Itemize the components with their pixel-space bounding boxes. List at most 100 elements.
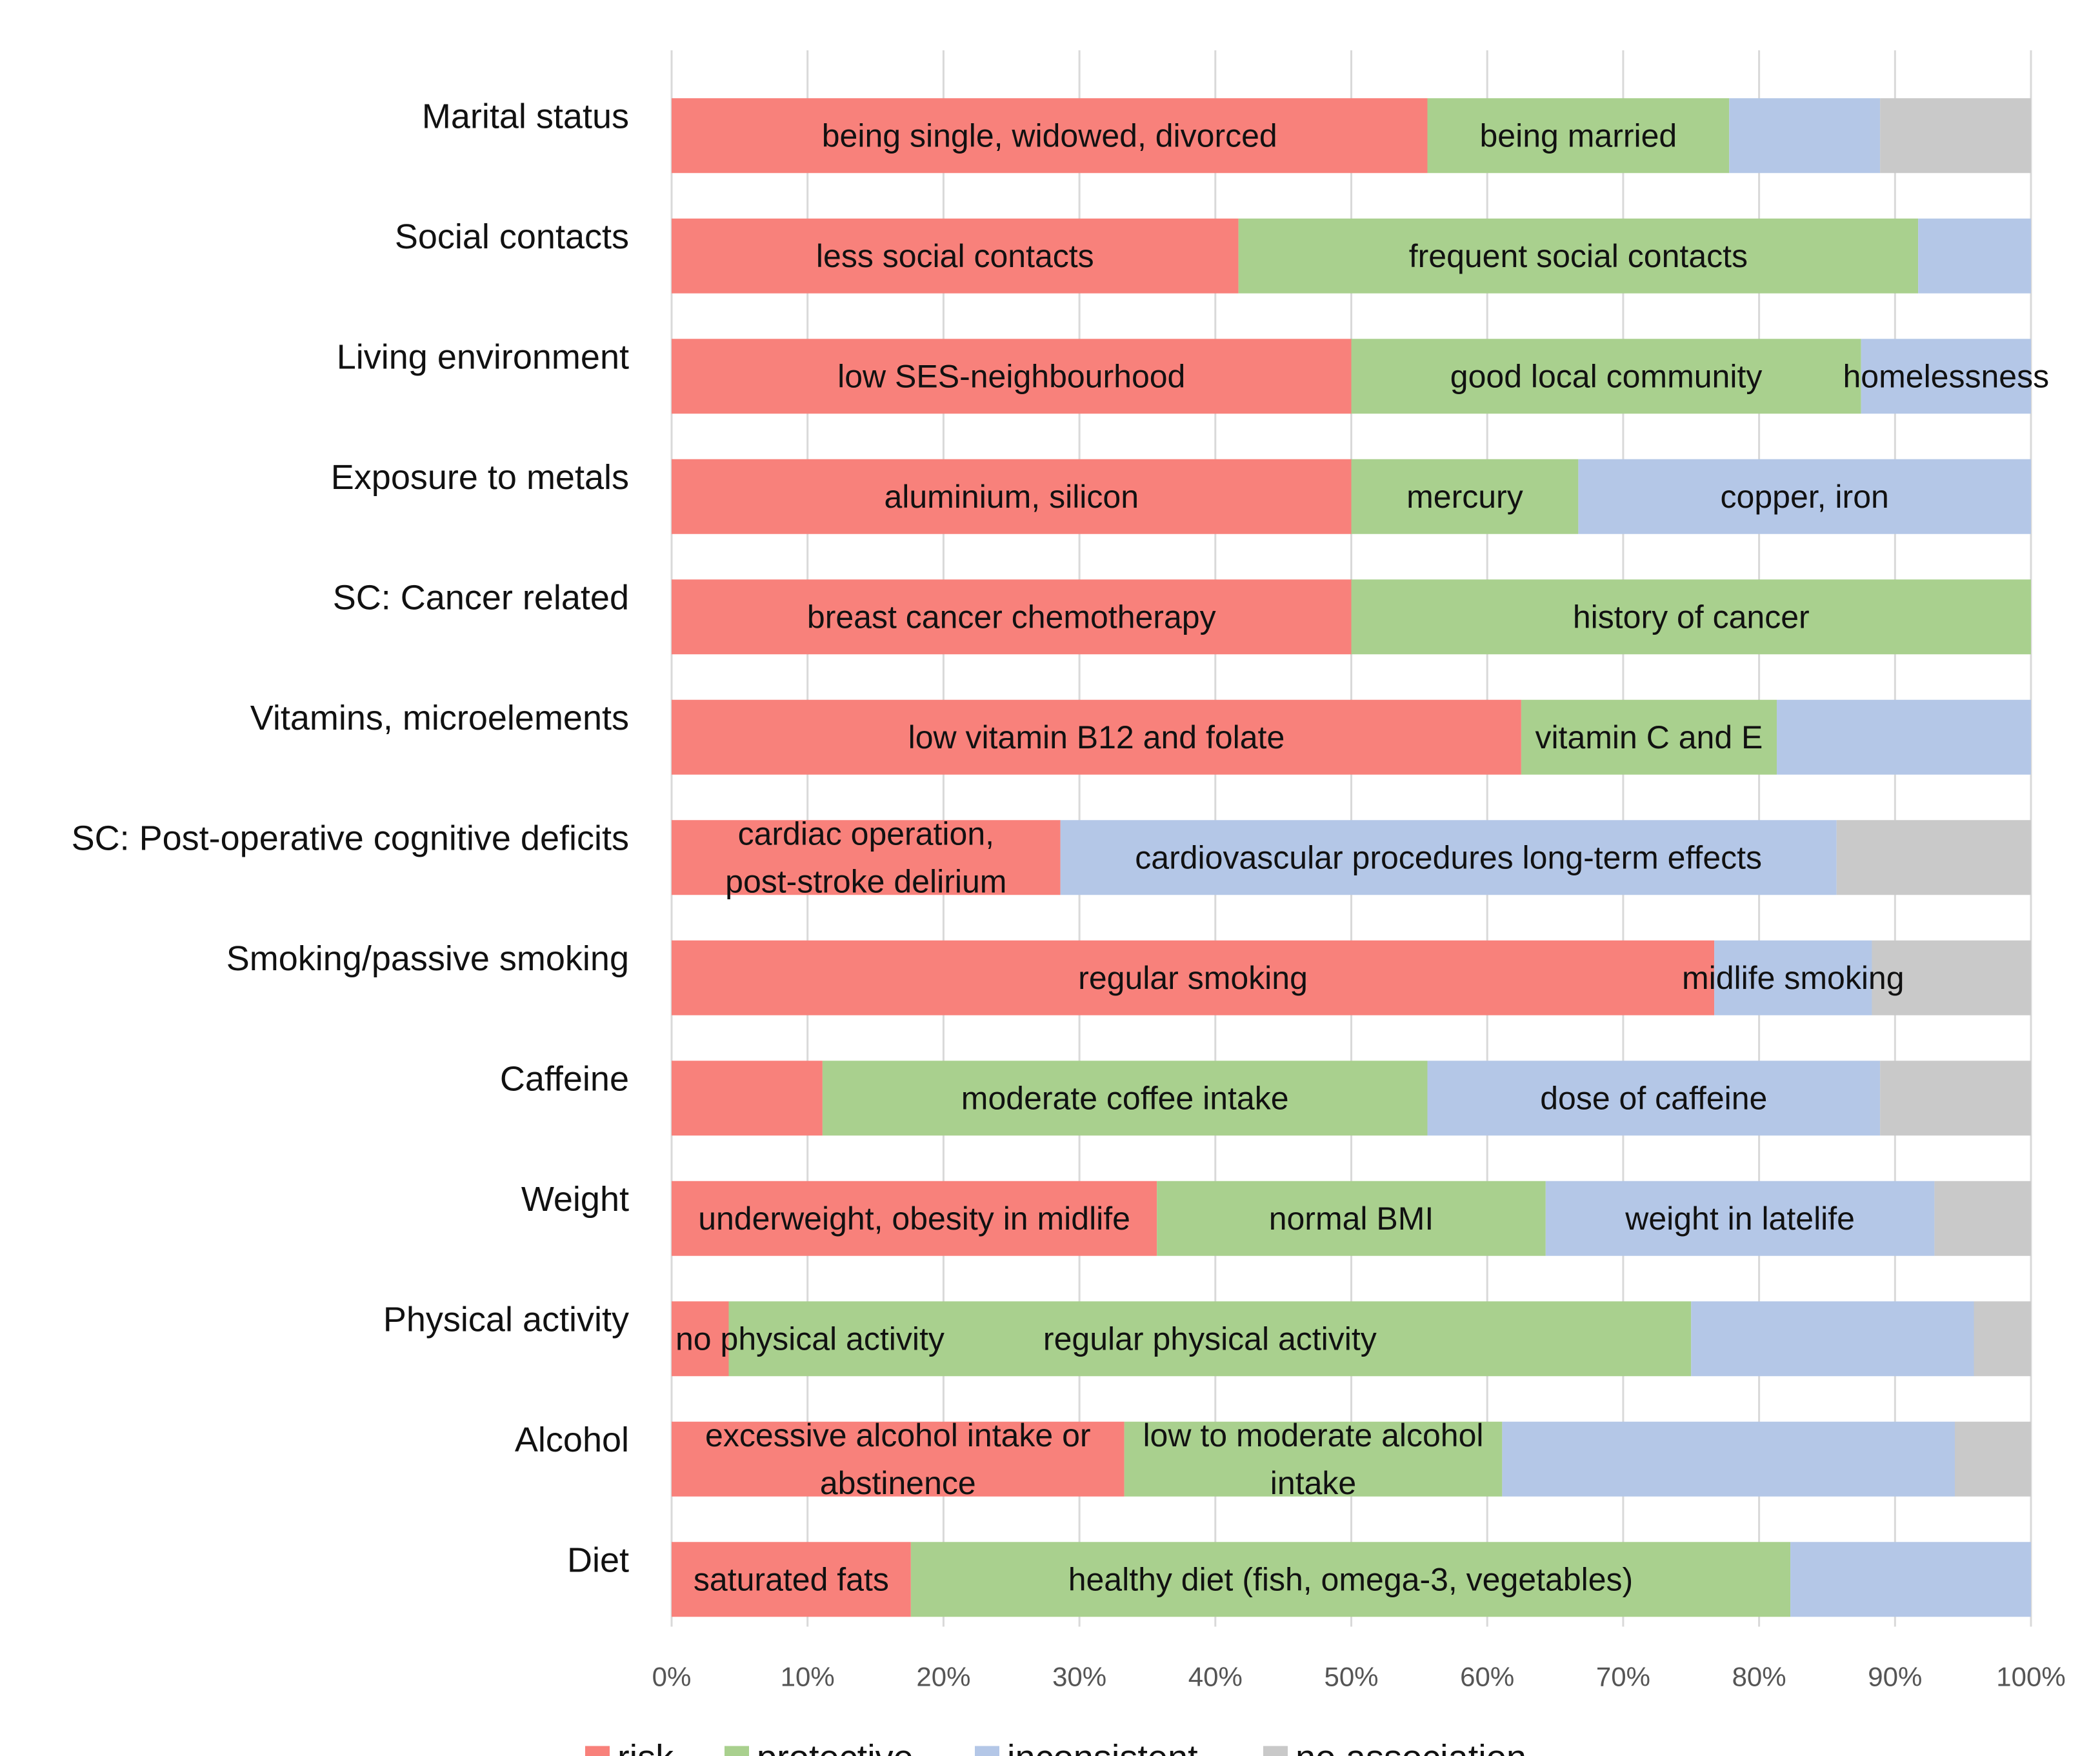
- category-label-weight: Weight: [521, 1180, 629, 1219]
- bar-segment-alcohol-no-association: [1955, 1421, 2031, 1497]
- segment-label-smoking-passive-smoking-inconsistent: midlife smoking: [1682, 960, 1905, 996]
- legend-swatch-inconsistent: [975, 1746, 999, 1756]
- bar-segment-diet-inconsistent: [1790, 1542, 2031, 1617]
- bar-segment-weight-risk: [672, 1181, 1157, 1256]
- bar-segment-alcohol-risk: [672, 1421, 1125, 1497]
- bar-segment-vitamins-microelements-risk: [672, 699, 1521, 775]
- segment-label-diet-risk: saturated fats: [694, 1561, 889, 1597]
- bar-segment-caffeine-no-association: [1880, 1061, 2031, 1136]
- bar-segment-sc-post-operative-cognitive-deficits-no-association: [1836, 820, 2031, 895]
- bar-segment-diet-risk: [672, 1542, 911, 1617]
- bar-segment-alcohol-protective: [1124, 1421, 1503, 1497]
- category-label-exposure-to-metals: Exposure to metals: [331, 458, 629, 497]
- category-label-sc-cancer-related: SC: Cancer related: [333, 578, 629, 617]
- category-label-physical-activity: Physical activity: [383, 1300, 629, 1339]
- bar-segment-physical-activity-risk: [672, 1301, 729, 1377]
- bar-segment-social-contacts-risk: [672, 218, 1239, 294]
- category-label-smoking-passive-smoking: Smoking/passive smoking: [226, 939, 629, 978]
- segment-label-weight-protective: normal BMI: [1269, 1201, 1434, 1237]
- bar-segment-smoking-passive-smoking-inconsistent: [1714, 940, 1872, 1015]
- category-label-marital-status: Marital status: [422, 97, 629, 135]
- category-label-caffeine: Caffeine: [500, 1059, 629, 1098]
- category-label-sc-post-operative-cognitive-deficits: SC: Post-operative cognitive deficits: [72, 819, 629, 857]
- bar-segment-sc-cancer-related-risk: [672, 579, 1352, 655]
- bar-segment-vitamins-microelements-inconsistent: [1776, 699, 2031, 775]
- segment-label-alcohol-protective: low to moderate alcohol: [1143, 1417, 1483, 1453]
- bar-segment-caffeine-protective: [822, 1061, 1428, 1136]
- bar-segment-exposure-to-metals-inconsistent: [1578, 459, 2031, 534]
- x-tick-label: 70%: [1596, 1662, 1650, 1692]
- bar-segment-physical-activity-inconsistent: [1691, 1301, 1974, 1377]
- category-label-living-environment: Living environment: [337, 337, 629, 376]
- bar-segment-alcohol-inconsistent: [1502, 1421, 1955, 1497]
- category-labels: Marital status Social contacts Living envi…: [72, 97, 629, 1579]
- segment-label-weight-inconsistent: weight in latelife: [1625, 1201, 1855, 1237]
- segment-label-vitamins-microelements-risk: low vitamin B12 and folate: [908, 719, 1285, 755]
- bar-segment-smoking-passive-smoking-no-association: [1872, 940, 2031, 1015]
- bar-segment-living-environment-inconsistent: [1861, 339, 2031, 414]
- x-tick-label: 90%: [1868, 1662, 1922, 1692]
- segment-label-living-environment-protective: good local community: [1450, 358, 1763, 394]
- x-tick-label: 60%: [1460, 1662, 1514, 1692]
- segment-label-smoking-passive-smoking-risk: regular smoking: [1078, 960, 1308, 996]
- segment-label-social-contacts-risk: less social contacts: [816, 238, 1094, 274]
- legend: risk protective inconsistent no association: [585, 1737, 1526, 1756]
- bar-segment-physical-activity-no-association: [1974, 1301, 2031, 1377]
- bar-segment-vitamins-microelements-protective: [1521, 699, 1777, 775]
- x-tick-label: 50%: [1324, 1662, 1378, 1692]
- bar-segment-marital-status-inconsistent: [1729, 98, 1881, 174]
- segment-label-caffeine-inconsistent: dose of caffeine: [1540, 1080, 1767, 1116]
- bar-segment-exposure-to-metals-protective: [1351, 459, 1579, 534]
- bar-segment-caffeine-inconsistent: [1427, 1061, 1881, 1136]
- bar-segment-weight-no-association: [1934, 1181, 2031, 1256]
- legend-label-inconsistent: inconsistent: [1007, 1737, 1198, 1756]
- category-label-alcohol: Alcohol: [515, 1421, 629, 1459]
- bar-segment-living-environment-protective: [1351, 339, 1861, 414]
- segment-label-exposure-to-metals-protective: mercury: [1406, 479, 1523, 515]
- legend-swatch-risk: [585, 1746, 610, 1756]
- x-tick-label: 80%: [1732, 1662, 1786, 1692]
- segment-label-vitamins-microelements-protective: vitamin C and E: [1535, 719, 1763, 755]
- bar-segment-exposure-to-metals-risk: [672, 459, 1352, 534]
- x-axis-ticks: 0% 10% 20% 30% 40% 50% 60% 70% 80% 90% 100%: [652, 1662, 2066, 1692]
- segment-label-diet-protective: healthy diet (fish, omega-3, vegetables): [1068, 1561, 1634, 1597]
- bar-segment-social-contacts-protective: [1238, 218, 1919, 294]
- segment-label-sc-cancer-related-risk: breast cancer chemotherapy: [807, 599, 1216, 635]
- legend-label-no-association: no association: [1295, 1737, 1526, 1756]
- bar-segment-marital-status-risk: [672, 98, 1428, 174]
- bar-segment-sc-post-operative-cognitive-deficits-inconsistent: [1060, 820, 1837, 895]
- segment-label-weight-risk: underweight, obesity in midlife: [698, 1201, 1130, 1237]
- bar-segment-physical-activity-protective: [728, 1301, 1692, 1377]
- segment-label-alcohol-protective: intake: [1270, 1465, 1356, 1501]
- legend-label-protective: protective: [757, 1737, 914, 1756]
- segment-label-marital-status-risk: being single, widowed, divorced: [822, 117, 1277, 154]
- bars: being single, widowed, divorced being mar…: [672, 98, 2049, 1617]
- segment-label-sc-post-operative-cognitive-deficits-risk: cardiac operation,: [738, 815, 994, 852]
- segment-label-physical-activity-protective: regular physical activity: [1043, 1321, 1377, 1357]
- x-tick-label: 40%: [1188, 1662, 1243, 1692]
- segment-label-living-environment-risk: low SES-neighbourhood: [837, 358, 1185, 394]
- bar-segment-marital-status-protective: [1427, 98, 1730, 174]
- x-tick-label: 0%: [652, 1662, 692, 1692]
- segment-label-living-environment-inconsistent: homelessness: [1843, 358, 2050, 394]
- legend-swatch-protective: [725, 1746, 749, 1756]
- bar-segment-caffeine-risk: [672, 1061, 823, 1136]
- segment-label-social-contacts-protective: frequent social contacts: [1409, 238, 1748, 274]
- bar-segment-social-contacts-inconsistent: [1918, 218, 2031, 294]
- segment-label-alcohol-risk: excessive alcohol intake or: [705, 1417, 1091, 1453]
- category-label-vitamins-microelements: Vitamins, microelements: [250, 699, 629, 737]
- segment-label-exposure-to-metals-risk: aluminium, silicon: [884, 479, 1139, 515]
- segment-label-alcohol-risk: abstinence: [820, 1465, 976, 1501]
- legend-label-risk: risk: [617, 1737, 674, 1756]
- segment-label-caffeine-protective: moderate coffee intake: [961, 1080, 1289, 1116]
- x-tick-label: 10%: [781, 1662, 835, 1692]
- legend-swatch-no-association: [1263, 1746, 1288, 1756]
- x-tick-label: 100%: [1996, 1662, 2065, 1692]
- x-tick-label: 20%: [916, 1662, 970, 1692]
- bar-segment-weight-protective: [1157, 1181, 1546, 1256]
- bar-segment-sc-cancer-related-protective: [1351, 579, 2031, 655]
- segment-label-physical-activity-risk: no physical activity: [675, 1321, 945, 1357]
- segment-label-sc-cancer-related-protective: history of cancer: [1573, 599, 1810, 635]
- bar-segment-diet-protective: [910, 1542, 1791, 1617]
- bar-segment-weight-inconsistent: [1545, 1181, 1935, 1256]
